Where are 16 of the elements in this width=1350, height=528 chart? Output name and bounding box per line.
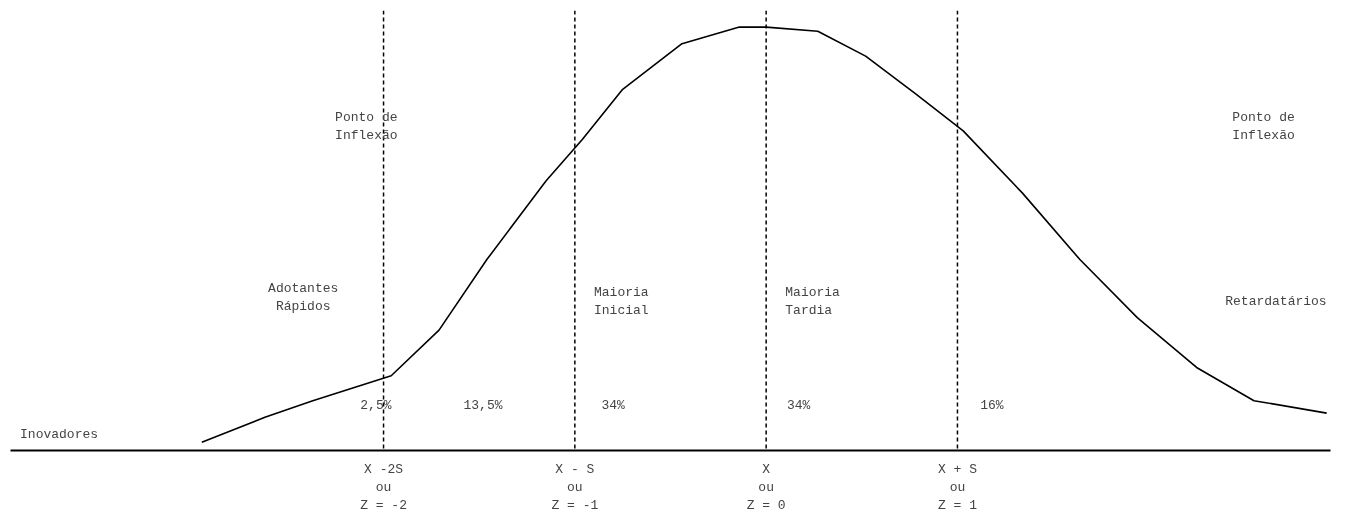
annotation: 34% (601, 398, 626, 414)
annotation: Retardatários (1225, 294, 1327, 310)
annotation: 2,5% (360, 398, 392, 414)
annotation: Inovadores (20, 427, 99, 443)
annotation: Maioria Tardia (785, 284, 841, 318)
x-tick-label: X + S ou Z = 1 (937, 461, 978, 513)
x-tick-label: X - S ou Z = -1 (551, 461, 599, 513)
annotation: Maioria Inicial (593, 284, 649, 318)
x-tick-label: X ou Z = 0 (746, 461, 786, 513)
annotation: 13,5% (463, 398, 503, 414)
annotation: 34% (786, 398, 811, 414)
x-tick-label: X -2S ou Z = -2 (360, 461, 407, 513)
annotation: Adotantes Rápidos (268, 280, 339, 314)
annotation: Ponto de Inflexão (1232, 110, 1295, 144)
annotation: Ponto de Inflexão (335, 110, 398, 144)
annotation: 16% (980, 398, 1004, 414)
